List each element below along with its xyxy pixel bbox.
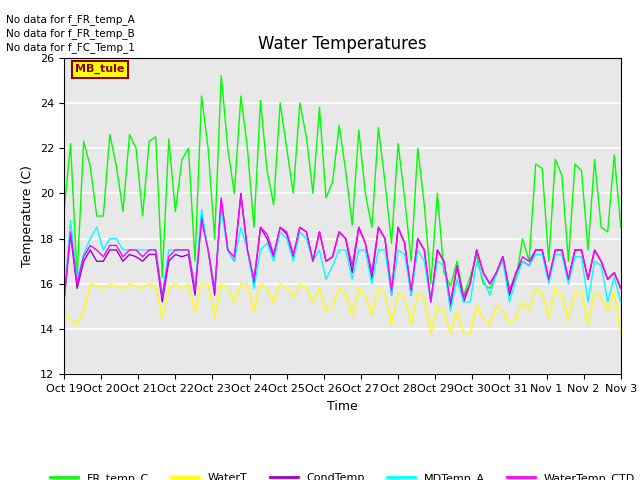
Legend: FR_temp_C, WaterT, CondTemp, MDTemp_A, WaterTemp_CTD: FR_temp_C, WaterT, CondTemp, MDTemp_A, W… xyxy=(45,468,639,480)
Y-axis label: Temperature (C): Temperature (C) xyxy=(22,165,35,267)
Title: Water Temperatures: Water Temperatures xyxy=(258,35,427,53)
X-axis label: Time: Time xyxy=(327,400,358,413)
Text: No data for f_FR_temp_B: No data for f_FR_temp_B xyxy=(6,28,135,39)
Text: No data for f_FC_Temp_1: No data for f_FC_Temp_1 xyxy=(6,42,135,53)
Text: MB_tule: MB_tule xyxy=(75,64,125,74)
Text: No data for f_FR_temp_A: No data for f_FR_temp_A xyxy=(6,13,135,24)
